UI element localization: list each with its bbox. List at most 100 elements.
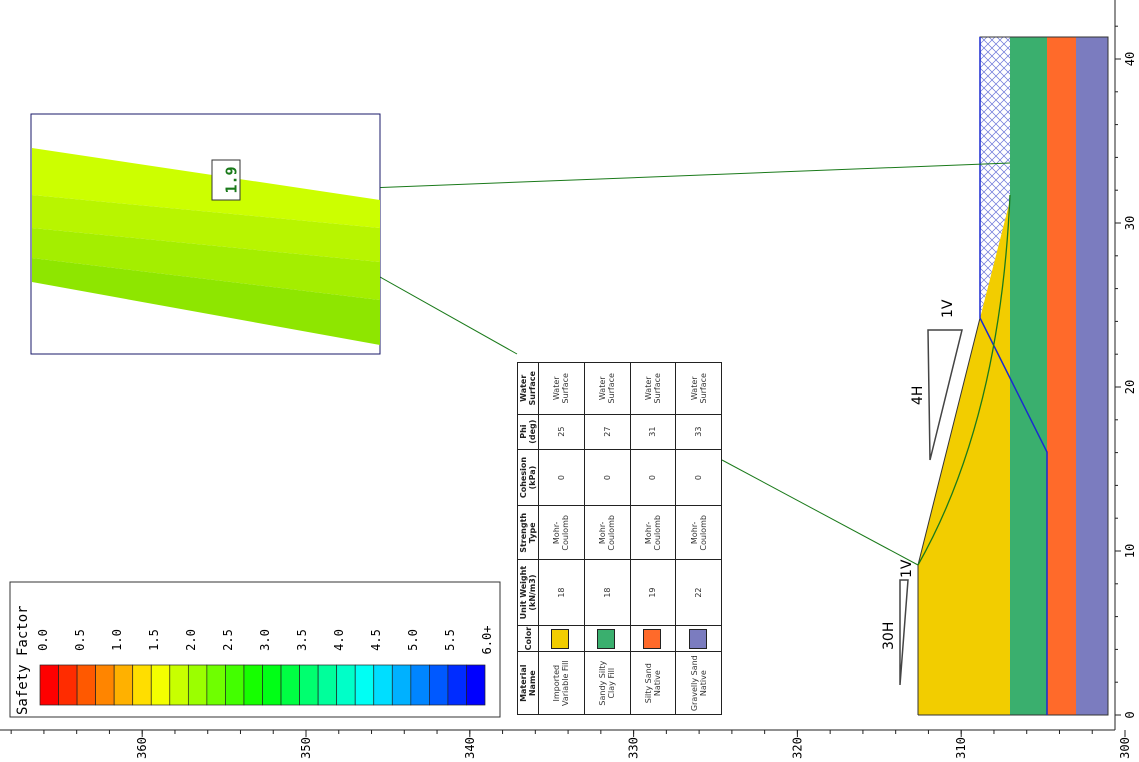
legend-swatch [76, 664, 96, 706]
legend-label: 4.5 [369, 629, 383, 651]
legend-swatch [280, 664, 300, 706]
table-cell: Mohr-Coulomb [538, 505, 585, 560]
legend-swatch [336, 664, 356, 706]
table-row: Silty Sand Native 19 Mohr-Coulomb 0 31 Water … [630, 362, 676, 715]
color-cell [538, 625, 585, 652]
table-cell: 0 [538, 449, 585, 506]
table-cell: 0 [630, 449, 676, 506]
legend-swatch [299, 664, 319, 706]
layer-silty-clay [1010, 37, 1047, 715]
fs-label: 1.9 [223, 166, 241, 193]
legend-swatch [58, 664, 78, 706]
table-cell: 25 [538, 414, 585, 450]
legend-swatch [429, 664, 449, 706]
color-swatch [642, 628, 661, 649]
model: 1V 4H 1V 30H [235, 36, 1109, 716]
table-cell: Water Surface [630, 362, 676, 415]
zoom-band [32, 228, 380, 300]
table-cell: 0 [675, 449, 722, 506]
legend-label: 5.5 [443, 629, 457, 651]
y-tick-label: 30 [1123, 216, 1137, 230]
leader-line [721, 459, 919, 566]
table-cell: Water Surface [675, 362, 722, 415]
legend-swatch [391, 664, 412, 706]
slip-surface [917, 194, 1011, 566]
legend-swatch [132, 664, 152, 706]
table-header: Unit Weight (kN/m3) [517, 559, 539, 626]
legend-swatch [39, 664, 59, 706]
x-tick-label: 300 [1118, 737, 1132, 759]
legend-swatch [225, 664, 245, 706]
table-cell: Silty Sand Native [630, 651, 676, 715]
legend-label: 0.0 [36, 629, 50, 651]
legend-swatch [466, 664, 486, 706]
table-cell: 0 [584, 449, 630, 506]
legend-swatch [206, 664, 226, 706]
table-cell: 33 [675, 414, 722, 450]
table-header: Phi (deg) [517, 414, 539, 450]
table-cell: Mohr-Coulomb [675, 505, 722, 560]
color-swatch [551, 628, 570, 649]
legend-label: 6.0+ [480, 626, 494, 655]
water-region [980, 37, 1010, 318]
color-cell [675, 625, 722, 652]
layer-fill [918, 200, 1010, 715]
table-header: Material Name [517, 651, 539, 715]
table-header: Color [517, 625, 539, 652]
slope-triangle [899, 579, 909, 686]
slope-label: 1V [940, 299, 956, 318]
zoom-band [32, 195, 380, 262]
x-tick-label: 310 [954, 737, 968, 759]
table-cell: Mohr-Coulomb [630, 505, 676, 560]
legend: Safety Factor 0.0 0.5 1.0 1.5 2.0 2.5 3.0 3.5 4.… [9, 581, 501, 718]
legend-swatch [410, 664, 430, 706]
zoom-box: 1.9 [30, 113, 381, 355]
table-cell: 18 [538, 559, 585, 626]
table-header: Cohesion (kPa) [517, 449, 539, 506]
x-tick-label: 360 [135, 737, 149, 759]
legend-swatch [150, 664, 171, 706]
table-cell: Water Surface [584, 362, 630, 415]
zoom-band [32, 258, 380, 345]
table-cell: Sandy Silty Clay Fill [584, 651, 630, 715]
x-tick-label: 340 [463, 737, 477, 759]
legend-swatch [447, 664, 467, 706]
slope-label: 30H [881, 622, 897, 650]
table-cell: Water Surface [538, 362, 585, 415]
table-header: Strength Type [517, 505, 539, 560]
table-row: Gravelly Sand Native 22 Mohr-Coulomb 0 33 Wat… [675, 362, 722, 715]
fs-label-box [211, 159, 241, 201]
legend-swatch [317, 664, 338, 706]
slope-triangle [927, 329, 963, 461]
legend-label: 4.0 [332, 629, 346, 651]
legend-swatch [169, 664, 189, 706]
legend-swatch [95, 664, 115, 706]
water-table [979, 37, 1048, 715]
legend-swatch [187, 664, 208, 706]
table-cell: 22 [675, 559, 722, 626]
layer-gravelly-sand [1076, 37, 1108, 715]
legend-label: 3.5 [295, 629, 309, 651]
table-header: Water Surface [517, 362, 539, 415]
legend-label: 0.5 [73, 629, 87, 651]
color-swatch [597, 628, 616, 649]
y-tick-label: 20 [1123, 380, 1137, 394]
legend-label: 3.0 [258, 629, 272, 651]
legend-label: 1.0 [110, 629, 124, 651]
table-cell: 27 [584, 414, 630, 450]
table-cell: 19 [630, 559, 676, 626]
legend-label: 2.5 [221, 629, 235, 651]
x-tick-label: 330 [627, 737, 641, 759]
table-row: Sandy Silty Clay Fill 18 Mohr-Coulomb 0 27 Wa… [584, 362, 630, 715]
legend-swatch [262, 664, 282, 706]
y-tick-label: 40 [1123, 52, 1137, 66]
zoom-band [32, 148, 380, 228]
table-cell: 31 [630, 414, 676, 450]
slope-label: 4H [910, 386, 926, 405]
y-tick-label: 10 [1123, 544, 1137, 558]
table-cell: 18 [584, 559, 630, 626]
color-cell [584, 625, 630, 652]
